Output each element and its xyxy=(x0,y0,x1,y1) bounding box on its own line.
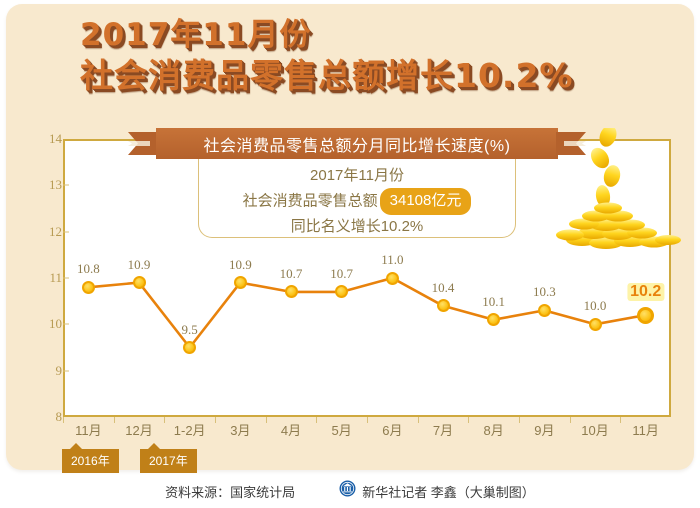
y-axis-tick-label: 8 xyxy=(55,409,63,424)
chart-series-layer: 10.8 10.9 9.5 10.9 10.7 10.7 11.0 10.4 10.1 10.3 1… xyxy=(63,139,671,417)
data-point-label: 10.1 xyxy=(482,293,506,309)
y-axis-tick-label: 12 xyxy=(49,223,62,239)
x-axis-tick-mark xyxy=(215,417,216,423)
x-axis-tick-label: 7月 xyxy=(432,423,454,438)
x-axis-tick-label: 11月 xyxy=(632,423,659,438)
data-point-marker[interactable] xyxy=(132,276,146,290)
data-point-marker[interactable] xyxy=(183,341,197,354)
y-axis: 14 13 12 11 10 9 8 xyxy=(26,130,63,424)
source-text: 资料来源：国家统计局 xyxy=(165,484,296,500)
series-line xyxy=(86,276,648,349)
year-tag: 2017年 xyxy=(140,443,197,473)
callout-total-pill: 34108亿元 xyxy=(379,188,472,215)
data-point-label: 9.5 xyxy=(181,321,198,337)
year-tag: 2016年 xyxy=(62,443,119,473)
banner-tail-right-icon xyxy=(556,128,586,159)
x-axis-tick-mark xyxy=(367,417,368,423)
data-point-marker[interactable] xyxy=(385,271,399,285)
x-axis-tick-mark xyxy=(265,417,267,423)
banner-body: 社会消费品零售总额分月同比增长速度(%) xyxy=(156,128,558,159)
x-axis-tick-label: 12月 xyxy=(125,423,153,438)
callout-line-2: 社会消费品零售总额 34108亿元 xyxy=(199,188,515,215)
callout-line-2-prefix: 社会消费品零售总额 xyxy=(242,192,378,210)
data-point-label: 10.9 xyxy=(127,256,151,272)
y-axis-tick-label: 11 xyxy=(49,270,62,285)
y-axis-tick-label: 14 xyxy=(49,131,62,146)
y-axis-tick-mark xyxy=(63,184,69,186)
x-axis-tick-mark xyxy=(164,417,166,423)
y-axis-tick-label: 9 xyxy=(55,362,63,378)
data-point-marker-highlighted[interactable] xyxy=(637,306,655,324)
x-axis-tick-mark xyxy=(569,417,571,423)
headline-line-2: 社会消费品零售总额增长10.2% xyxy=(80,56,574,95)
x-axis-tick-label: 1-2月 xyxy=(173,423,206,438)
data-point-marker[interactable] xyxy=(233,276,247,290)
headline-line-1: 2017年11月份 xyxy=(80,17,312,53)
x-axis-tick-label: 3月 xyxy=(230,423,251,438)
y-axis-tick-mark xyxy=(63,277,69,279)
xinhua-emblem-icon xyxy=(339,480,356,502)
summary-callout: 2017年11月份 社会消费品零售总额 34108亿元 同比名义增长10.2% xyxy=(198,158,516,238)
x-axis-tick-label: 8月 xyxy=(483,423,504,438)
data-point-label-highlighted: 10.2 xyxy=(627,283,665,302)
data-point-label: 10.9 xyxy=(228,256,252,272)
x-axis-tick-mark xyxy=(113,417,115,423)
chart-plot-area xyxy=(63,139,671,417)
x-axis-tick-label: 10月 xyxy=(581,423,609,438)
footer: 资料来源：国家统计局 新华社记者 李鑫（大巢制图） xyxy=(0,478,700,504)
x-axis-tick-mark xyxy=(63,417,64,423)
x-axis-tick-mark xyxy=(316,417,318,423)
credit-block: 新华社记者 李鑫（大巢制图） xyxy=(339,480,535,502)
x-axis-tick-mark xyxy=(519,417,520,423)
page-title: 2017年11月份 社会消费品零售总额增长10.2% xyxy=(80,20,680,110)
data-point-label: 10.3 xyxy=(532,284,556,300)
x-axis-tick-label: 4月 xyxy=(280,423,302,438)
summary-callout-lines: 2017年11月份 社会消费品零售总额 34108亿元 同比名义增长10.2% xyxy=(199,164,515,239)
x-axis-tick-label: 5月 xyxy=(331,423,352,438)
banner-tail-left-icon xyxy=(128,128,158,159)
data-point-label: 11.0 xyxy=(381,252,404,267)
credit-text: 新华社记者 李鑫（大巢制图） xyxy=(362,484,535,500)
data-point-marker[interactable] xyxy=(81,280,95,294)
data-point-label: 10.4 xyxy=(431,279,455,295)
data-point-marker[interactable] xyxy=(335,285,349,299)
y-axis-tick-label: 10 xyxy=(49,316,62,332)
y-axis-tick-mark xyxy=(63,370,69,372)
data-point-label: 10.0 xyxy=(583,298,607,314)
data-point-marker[interactable] xyxy=(284,285,298,299)
x-axis-tick-label: 9月 xyxy=(534,423,555,438)
x-axis-tick-label: 6月 xyxy=(382,423,403,438)
callout-line-1: 2017年11月份 xyxy=(310,167,404,184)
data-point-marker[interactable] xyxy=(436,299,450,313)
x-axis-tick-mark xyxy=(620,417,622,423)
y-axis-tick-mark xyxy=(63,231,69,233)
data-point-label: 10.8 xyxy=(76,261,100,277)
y-axis-tick-label: 13 xyxy=(49,177,62,193)
x-axis-tick-label: 11月 xyxy=(75,423,102,438)
data-point-marker[interactable] xyxy=(537,303,551,317)
callout-line-3: 同比名义增长10.2% xyxy=(290,218,424,235)
chart-title-banner: 社会消费品零售总额分月同比增长速度(%) xyxy=(128,128,586,159)
x-axis-labels: 11月 12月 1-2月 3月 4月 5月 6月 7月 8月 9月 10月 11月 xyxy=(63,420,671,446)
y-axis-tick-mark xyxy=(63,323,69,325)
x-axis-tick-mark xyxy=(417,417,419,423)
data-point-marker[interactable] xyxy=(487,313,501,327)
data-point-label: 10.7 xyxy=(330,265,354,281)
data-point-label: 10.7 xyxy=(279,265,303,281)
x-axis-tick-mark xyxy=(468,417,470,423)
data-point-marker[interactable] xyxy=(588,317,602,331)
banner-title-text: 社会消费品零售总额分月同比增长速度(%) xyxy=(203,137,511,155)
